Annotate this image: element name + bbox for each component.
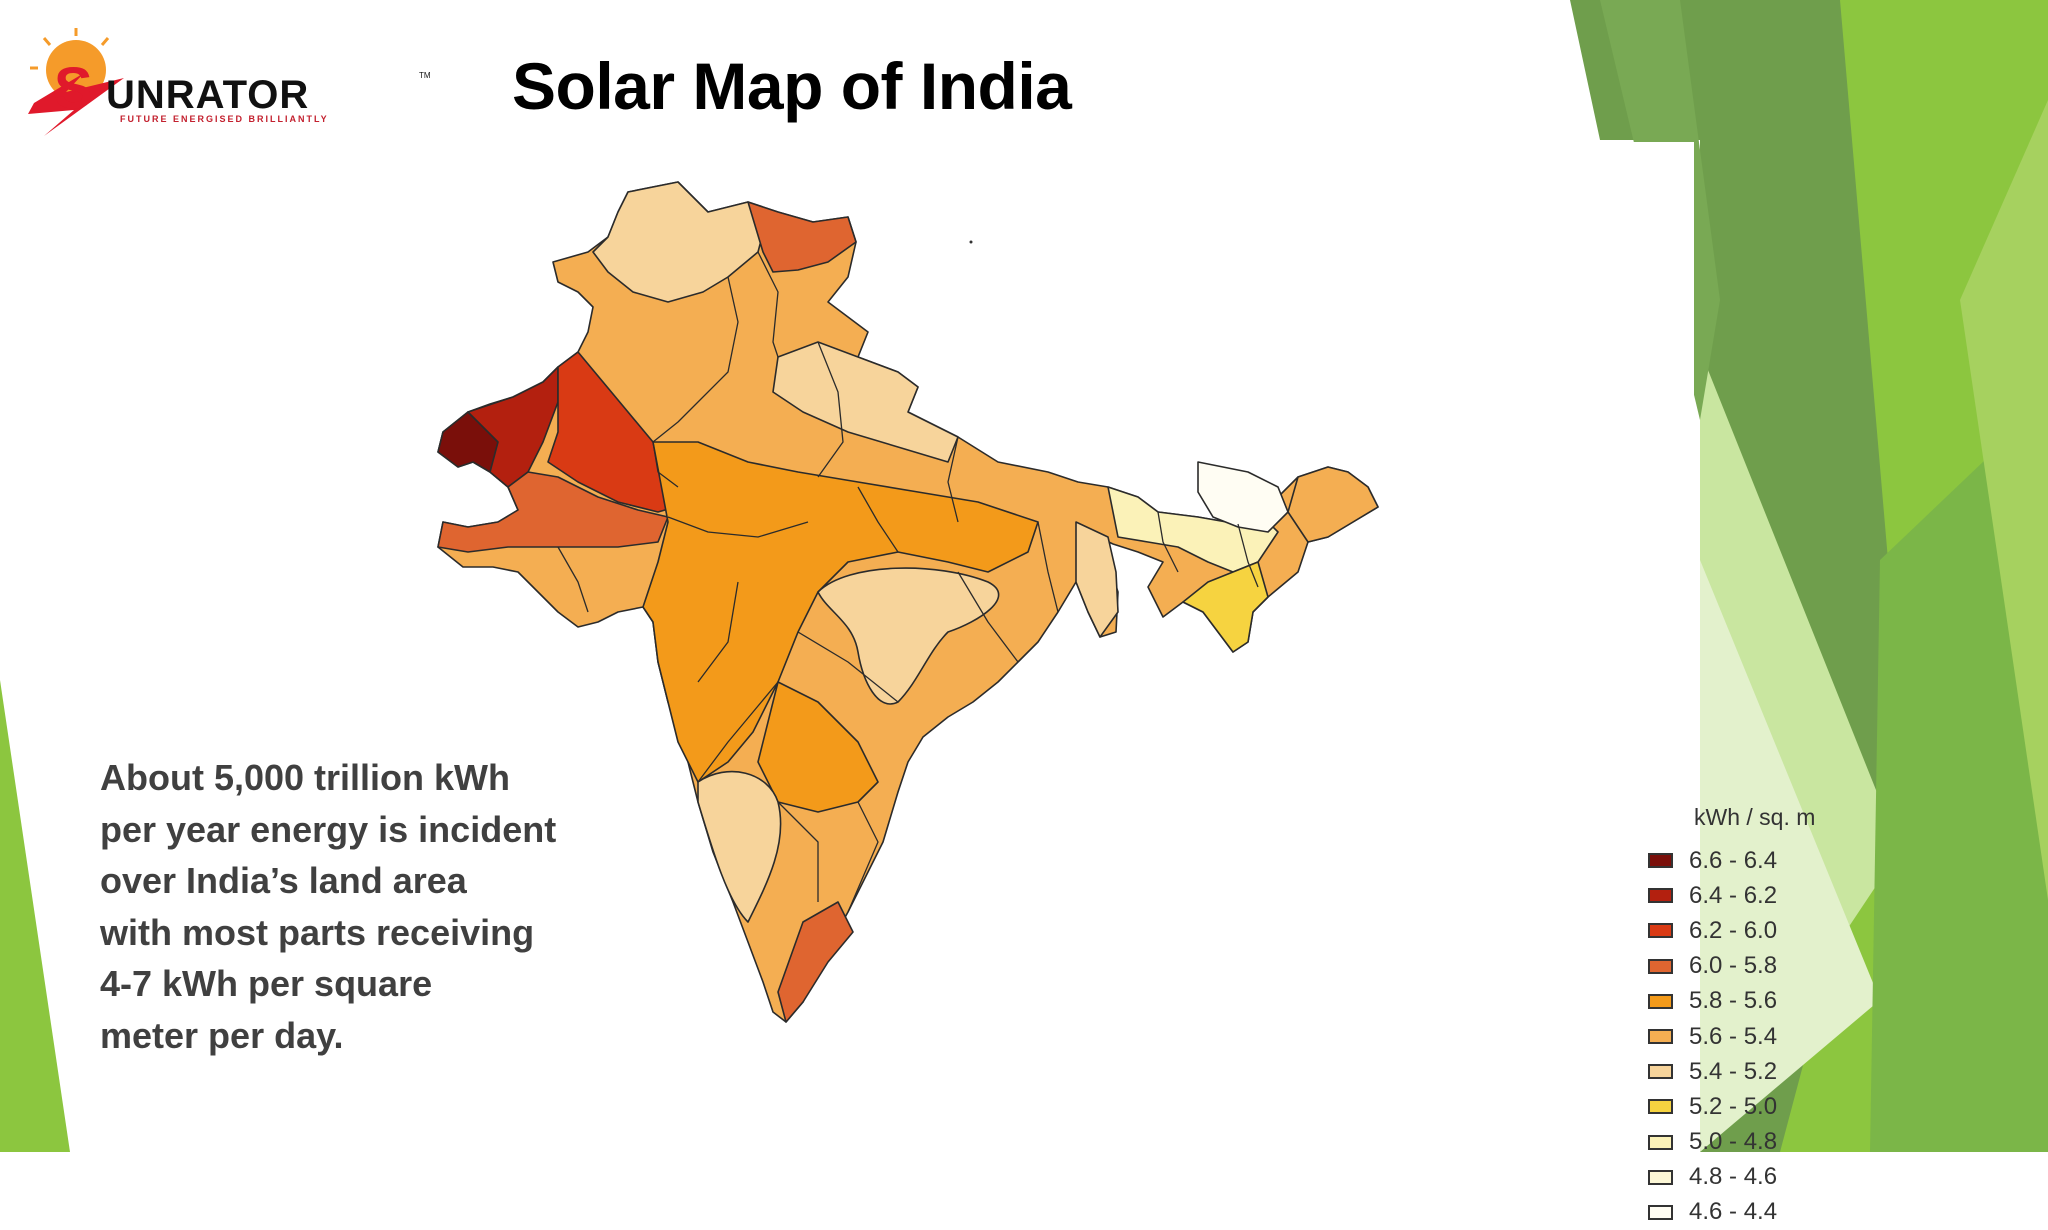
legend-rows: 6.6 - 6.4 6.4 - 6.2 6.2 - 6.0 6.0 - 5.8 5.8 …	[1648, 843, 1878, 1230]
legend-swatch	[1648, 923, 1673, 939]
legend-item: 5.2 - 5.0	[1648, 1089, 1878, 1124]
legend-swatch	[1648, 1099, 1673, 1115]
map-legend: kWh / sq. m 6.6 - 6.4 6.4 - 6.2 6.2 - 6.0 6…	[1648, 804, 1878, 1230]
legend-swatch	[1648, 1064, 1673, 1080]
legend-label: 5.4 - 5.2	[1689, 1057, 1778, 1085]
legend-item: 4.8 - 4.6	[1648, 1160, 1878, 1195]
legend-label: 5.2 - 5.0	[1689, 1092, 1778, 1120]
legend-label: 4.8 - 4.6	[1689, 1163, 1778, 1191]
description-line: About 5,000 trillion kWh	[100, 757, 511, 798]
sun-lightning-logo-icon: S UNRATOR TM FUTURE ENERGISED BRILLIANTL…	[28, 28, 431, 136]
legend-swatch	[1648, 853, 1673, 869]
legend-label: 5.8 - 5.6	[1689, 987, 1778, 1015]
legend-title: kWh / sq. m	[1694, 804, 1816, 830]
description-text: About 5,000 trillion kWh per year energy…	[100, 752, 620, 1061]
description-line: meter per day.	[100, 1014, 344, 1056]
india-solar-map	[437, 181, 1379, 1023]
logo-wordmark: UNRATOR	[106, 73, 309, 117]
legend-label: 4.6 - 4.4	[1689, 1198, 1778, 1226]
legend-item: 5.4 - 5.2	[1648, 1054, 1878, 1089]
logo-initial: S	[54, 56, 93, 121]
legend-item: 5.6 - 5.4	[1648, 1019, 1878, 1054]
legend-label: 6.6 - 6.4	[1689, 846, 1778, 874]
legend-swatch	[1648, 1029, 1673, 1045]
legend-swatch	[1648, 1134, 1673, 1150]
legend-swatch	[1648, 1169, 1673, 1185]
legend-swatch	[1648, 958, 1673, 974]
description-line: with most parts receiving	[100, 911, 535, 953]
legend-item: 6.6 - 6.4	[1648, 843, 1878, 878]
legend-label: 5.0 - 4.8	[1689, 1128, 1778, 1156]
legend-swatch	[1648, 1204, 1673, 1220]
logo-tagline: FUTURE ENERGISED BRILLIANTLY	[120, 114, 329, 124]
background-green-facets	[0, 0, 2048, 1152]
slide-title: Solar Map of India	[512, 49, 1072, 123]
legend-item: 5.0 - 4.8	[1648, 1125, 1878, 1160]
legend-label: 6.0 - 5.8	[1689, 952, 1778, 980]
description-line: per year energy is incident	[100, 808, 557, 850]
legend-item: 4.6 - 4.4	[1648, 1195, 1878, 1230]
legend-swatch	[1648, 888, 1673, 904]
legend-item: 6.2 - 6.0	[1648, 913, 1878, 948]
legend-label: 6.4 - 6.2	[1689, 881, 1778, 909]
legend-label: 5.6 - 5.4	[1689, 1022, 1778, 1050]
legend-label: 6.2 - 6.0	[1689, 916, 1778, 944]
legend-item: 6.0 - 5.8	[1648, 949, 1878, 984]
legend-item: 5.8 - 5.6	[1648, 984, 1878, 1019]
description-line: 4-7 kWh per square	[100, 963, 433, 1004]
logo-tm: TM	[419, 71, 431, 80]
sunrator-logo: S UNRATOR TM FUTURE ENERGISED BRILLIANTL…	[14, 28, 434, 148]
description-line: over India’s land area	[100, 860, 467, 901]
legend-item: 6.4 - 6.2	[1648, 878, 1878, 913]
legend-swatch	[1648, 993, 1673, 1009]
